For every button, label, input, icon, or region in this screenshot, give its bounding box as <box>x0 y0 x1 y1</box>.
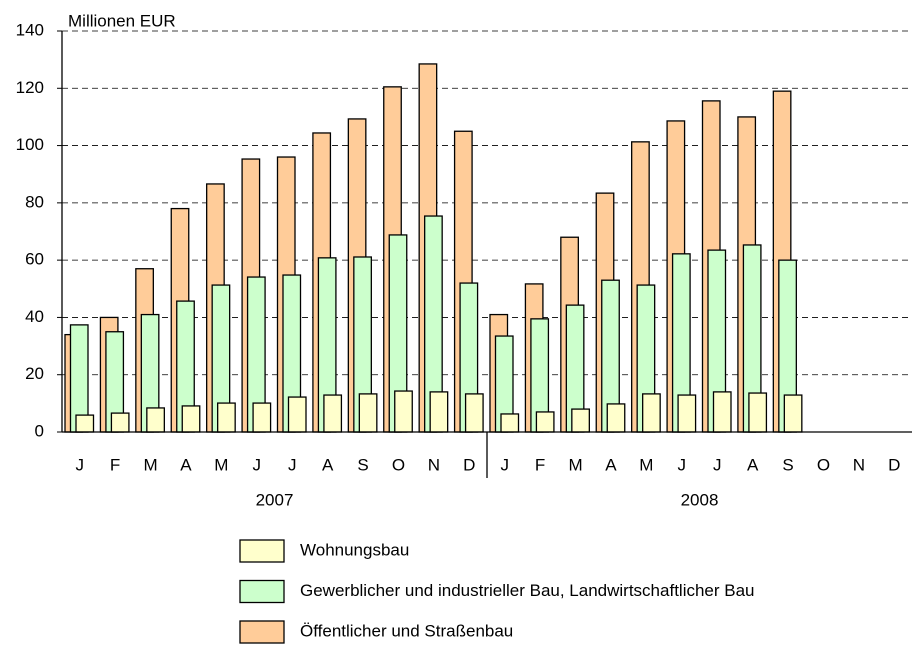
bar <box>394 390 413 433</box>
x-tick-label: D <box>463 455 475 474</box>
legend-swatch <box>239 620 285 644</box>
bar <box>429 391 449 433</box>
bar <box>181 405 201 433</box>
bar <box>217 402 236 433</box>
x-tick-label: F <box>110 455 120 474</box>
bar <box>712 391 732 433</box>
legend-swatch <box>239 539 285 563</box>
x-tick-label: M <box>214 455 228 474</box>
legend-swatch <box>239 579 285 604</box>
bar <box>500 413 520 433</box>
x-tick-label: A <box>605 455 617 474</box>
x-tick-label: M <box>143 455 157 474</box>
bar <box>571 408 590 433</box>
year-label: 2007 <box>256 490 294 509</box>
x-tick-label: J <box>500 455 509 474</box>
x-tick-label: N <box>853 455 865 474</box>
y-tick-label: 120 <box>16 78 44 97</box>
bar <box>323 394 343 433</box>
x-tick-label: M <box>639 455 653 474</box>
x-tick-label: S <box>782 455 793 474</box>
bar <box>606 403 626 433</box>
legend-label: Öffentlicher und Straßenbau <box>300 621 513 640</box>
bar <box>287 396 307 433</box>
bar <box>75 414 95 433</box>
y-tick-label: 60 <box>25 250 44 269</box>
bar <box>677 394 697 433</box>
bar <box>783 394 803 433</box>
x-tick-label: F <box>535 455 545 474</box>
x-tick-label: D <box>888 455 900 474</box>
year-label: 2008 <box>681 490 719 509</box>
bar <box>252 402 272 433</box>
bar <box>464 393 484 433</box>
x-tick-label: M <box>568 455 582 474</box>
bar <box>748 392 768 433</box>
x-tick-label: O <box>392 455 405 474</box>
x-tick-label: J <box>713 455 722 474</box>
bar <box>146 407 165 433</box>
y-tick-label: 0 <box>35 421 44 440</box>
x-tick-label: J <box>288 455 297 474</box>
x-tick-label: N <box>428 455 440 474</box>
y-axis-label: Millionen EUR <box>68 11 176 30</box>
bar <box>642 393 661 433</box>
y-tick-label: 100 <box>16 135 44 154</box>
x-tick-label: J <box>678 455 687 474</box>
legend-label: Wohnungsbau <box>300 540 409 559</box>
x-tick-label: J <box>75 455 84 474</box>
x-tick-label: S <box>357 455 368 474</box>
y-tick-label: 40 <box>25 307 44 326</box>
y-tick-label: 20 <box>25 364 44 383</box>
y-tick-label: 80 <box>25 192 44 211</box>
legend-label: Gewerblicher und industrieller Bau, Land… <box>300 581 755 600</box>
x-tick-label: J <box>253 455 262 474</box>
bar <box>358 393 378 433</box>
x-tick-label: A <box>747 455 759 474</box>
bar <box>110 412 130 433</box>
x-tick-label: A <box>322 455 334 474</box>
x-tick-label: O <box>817 455 830 474</box>
bar <box>535 411 555 433</box>
y-tick-label: 140 <box>16 20 44 39</box>
x-tick-label: A <box>180 455 192 474</box>
